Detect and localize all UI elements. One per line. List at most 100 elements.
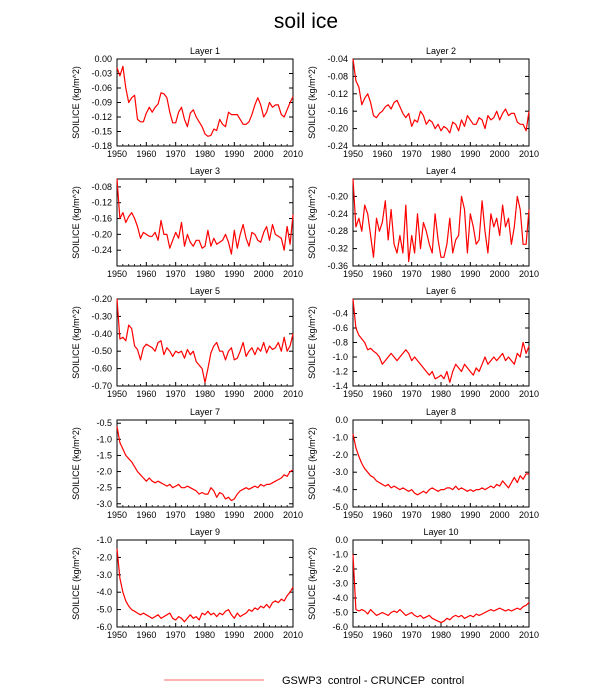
plot-frame [352,58,530,147]
y-tick-label: -0.24 [91,245,112,255]
x-tick-label: 1960 [372,510,392,520]
panel-title: Layer 9 [190,527,220,537]
x-tick-label: 1950 [343,269,363,279]
x-tick-label: 1950 [107,389,127,399]
x-tick-label: 2000 [490,510,510,520]
x-tick-label: 1990 [224,149,244,159]
x-tick-label: 1970 [166,510,186,520]
x-tick-label: 1980 [431,510,451,520]
panel-title: Layer 10 [423,527,458,537]
x-tick-label: 1970 [166,630,186,640]
y-tick-label: -0.20 [91,229,112,239]
x-tick-label: 1960 [136,269,156,279]
y-tick-label: -1.2 [332,367,348,377]
y-tick-label: -2.0 [332,564,348,574]
x-tick-label: 1990 [224,510,244,520]
x-tick-label: 1980 [195,630,215,640]
y-tick-label: -0.16 [91,214,112,224]
x-tick-label: 1980 [195,269,215,279]
y-tick-label: 0.0 [335,535,348,545]
y-tick-label: -5.0 [96,605,112,615]
x-tick-label: 1960 [372,389,392,399]
x-tick-label: 1950 [107,510,127,520]
panel-title: Layer 4 [426,166,456,176]
y-tick-label: -2.0 [332,450,348,460]
x-tick-label: 1970 [166,149,186,159]
panel-4: Layer 4 SOILICE (kg/m^2) 1950 1960 1970 1980 1… [307,166,539,279]
x-tick-label: 2000 [490,630,510,640]
panel-title: Layer 5 [190,286,220,296]
series-line [352,554,530,624]
y-tick-label: -1.4 [332,381,348,391]
x-tick-label: 1990 [460,630,480,640]
x-tick-label: 1960 [136,389,156,399]
figure-title: soil ice [274,10,338,33]
y-axis-label: SOILICE (kg/m^2) [307,66,317,139]
x-tick-label: 1950 [107,269,127,279]
y-tick-label: 0.0 [335,415,348,425]
x-tick-label: 1990 [460,510,480,520]
y-axis-label: SOILICE (kg/m^2) [71,186,81,259]
y-axis-label: SOILICE (kg/m^2) [307,186,317,259]
panel-title: Layer 2 [426,46,456,56]
x-tick-label: 1980 [431,630,451,640]
y-tick-label: -1.0 [332,352,348,362]
x-tick-label: 1950 [107,630,127,640]
panel-6: Layer 6 SOILICE (kg/m^2) 1950 1960 1970 1980 1… [307,286,539,399]
plot-frame [352,298,530,387]
y-tick-label: -0.20 [91,294,112,304]
y-tick-label: -3.0 [332,467,348,477]
y-tick-label: -4.0 [332,485,348,495]
y-axis-label: SOILICE (kg/m^2) [307,427,317,500]
y-tick-label: -0.5 [96,418,112,428]
series-line [116,298,294,384]
x-tick-label: 1960 [372,149,392,159]
y-tick-label: -0.12 [91,112,112,122]
x-tick-label: 2010 [283,630,303,640]
y-tick-label: -3.0 [96,570,112,580]
x-tick-label: 1990 [460,389,480,399]
x-tick-label: 1970 [402,630,422,640]
y-axis-label: SOILICE (kg/m^2) [71,427,81,500]
y-tick-label: -1.0 [332,550,348,560]
x-tick-label: 2010 [519,630,539,640]
y-tick-label: -0.12 [91,198,112,208]
y-tick-label: -0.20 [327,124,348,134]
series-line [352,58,530,134]
x-tick-label: 2010 [283,149,303,159]
x-tick-label: 2010 [519,149,539,159]
x-tick-label: 2000 [254,510,274,520]
panel-5: Layer 5 SOILICE (kg/m^2) 1950 1960 1970 1980 1… [71,286,303,399]
panel-8: Layer 8 SOILICE (kg/m^2) 1950 1960 1970 1980 1… [307,407,539,520]
y-tick-label: -0.06 [91,83,112,93]
panel-3: Layer 3 SOILICE (kg/m^2) 1950 1960 1970 1980 1… [71,166,303,279]
y-tick-label: -0.6 [332,323,348,333]
y-tick-label: -0.12 [327,89,348,99]
y-tick-label: -0.40 [91,329,112,339]
x-tick-label: 1960 [136,149,156,159]
x-tick-label: 1990 [224,630,244,640]
y-tick-label: -0.60 [91,364,112,374]
y-axis-label: SOILICE (kg/m^2) [307,547,317,620]
panel-title: Layer 6 [426,286,456,296]
x-tick-label: 1990 [460,269,480,279]
y-tick-label: -0.30 [91,311,112,321]
x-tick-label: 2000 [490,389,510,399]
panels: Layer 1 SOILICE (kg/m^2) 1950 1960 1970 1980 1… [71,46,539,640]
x-tick-label: 2010 [519,269,539,279]
y-tick-label: -0.4 [332,309,348,319]
series-line [352,298,530,383]
x-tick-label: 1960 [136,630,156,640]
y-tick-label: -6.0 [96,622,112,632]
y-axis-label: SOILICE (kg/m^2) [71,66,81,139]
x-tick-label: 1990 [224,389,244,399]
y-tick-label: -4.0 [96,587,112,597]
y-axis-label: SOILICE (kg/m^2) [71,306,81,379]
y-tick-label: -0.24 [327,209,348,219]
x-tick-label: 2000 [254,269,274,279]
x-tick-label: 1980 [195,510,215,520]
x-tick-label: 1970 [402,269,422,279]
legend-label: GSWP3_control - CRUNCEP_control [282,675,464,685]
x-tick-label: 1950 [343,149,363,159]
